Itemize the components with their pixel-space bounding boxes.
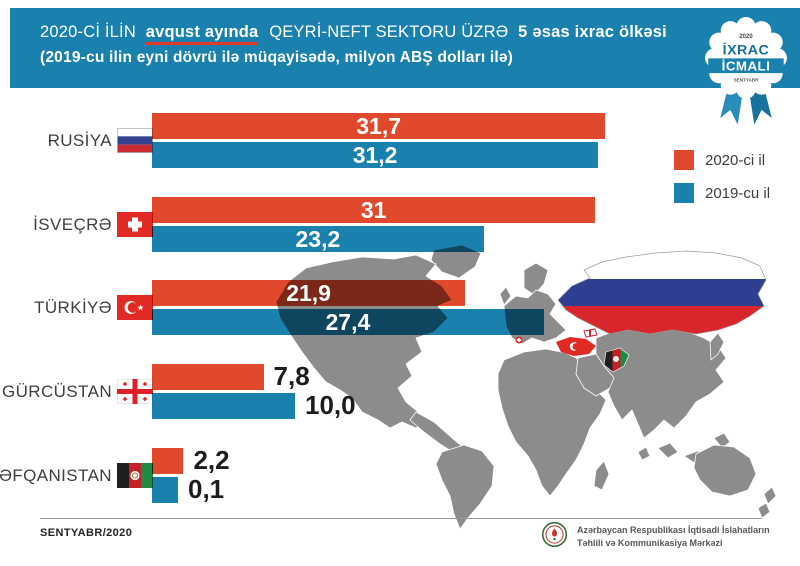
bar-2020-afghanistan: 2,2	[152, 445, 230, 475]
footer-org-line2: Təhlili və Kommunikasiya Mərkəzi	[577, 537, 723, 548]
bar-value: 10,0	[305, 390, 356, 420]
map-switzerland-flag	[515, 336, 523, 344]
country-label: İSVEÇRƏ	[33, 214, 112, 234]
map-uk	[499, 286, 512, 306]
legend-item-2019: 2019-cu il	[674, 183, 770, 203]
bar-2019-switzerland: 23,2	[152, 226, 484, 252]
map-georgia-flag	[583, 328, 598, 338]
badge-title-1: İXRAC	[723, 42, 770, 59]
bar-fill	[152, 364, 264, 390]
azerbaijan-emblem-icon	[541, 521, 568, 548]
map-madagascar	[593, 460, 610, 491]
map-russia-flag	[557, 250, 767, 335]
bar-fill	[152, 197, 596, 223]
country-label: RUSİYA	[47, 130, 112, 150]
map-australia	[693, 444, 757, 497]
badge-month: SENTYABR	[734, 77, 760, 82]
footer-org-line1: Azərbaycan Respublikası İqtisadi İslahat…	[577, 525, 770, 535]
switzerland-flag	[117, 212, 153, 237]
badge-rosette	[705, 16, 787, 99]
legend: 2020-ci il 2019-cu il	[674, 150, 770, 216]
bar-fill	[152, 448, 184, 474]
bar-fill	[152, 477, 178, 503]
bar-fill	[152, 142, 599, 168]
map-turkey-flag	[556, 337, 596, 356]
badge-band	[708, 58, 784, 74]
map-japan	[709, 332, 725, 361]
title-prefix: 2020-Cİ İLİN	[40, 23, 136, 41]
russia-flag-icon	[117, 128, 153, 153]
legend-label-2019: 2019-cu il	[705, 184, 771, 202]
country-row-turkey: TÜRKİYƏ 21,9 27,4	[0, 280, 800, 337]
chart-subtitle: (2019-cu ilin eyni dövrü ilə müqayisədə,…	[40, 49, 514, 66]
bar-fill	[152, 309, 544, 335]
country-label: TÜRKİYƏ	[34, 297, 112, 317]
map-scandinavia	[523, 262, 549, 296]
afghanistan-flag-icon	[117, 463, 153, 488]
turkey-flag-icon	[117, 295, 153, 320]
switzerland-flag-icon	[117, 212, 153, 237]
legend-swatch-2019	[674, 183, 694, 203]
country-row-georgia: GÜRCÜSTAN 7,8 10,0	[0, 361, 800, 421]
georgia-flag	[117, 379, 153, 404]
country-label: ƏFQANISTAN	[0, 465, 112, 485]
header-band: 2020-Cİ İLİN avqust ayında QEYRİ-NEFT SE…	[10, 8, 800, 88]
bar-fill	[152, 226, 484, 252]
bar-fill	[152, 280, 466, 306]
country-row-switzerland: İSVEÇRƏ 31 23,2	[0, 197, 800, 254]
bar-value: 31,2	[352, 142, 398, 168]
chart-title: 2020-Cİ İLİN avqust ayında QEYRİ-NEFT SE…	[40, 23, 800, 45]
bar-value: 31	[360, 197, 387, 223]
afghanistan-flag	[117, 463, 153, 488]
bar-value: 27,4	[325, 309, 371, 335]
legend-label-2020: 2020-ci il	[705, 151, 766, 169]
bar-2020-turkey: 21,9	[152, 280, 466, 306]
bar-2020-georgia: 7,8	[152, 361, 310, 391]
bar-2019-turkey: 27,4	[152, 309, 544, 335]
country-row-afghanistan: ƏFQANISTAN 2,2 0,1	[0, 445, 800, 505]
georgia-flag-icon	[117, 379, 153, 404]
bar-fill	[152, 393, 295, 419]
bar-2019-russia: 31,2	[152, 142, 599, 168]
map-afghanistan-flag	[603, 347, 630, 373]
country-label: GÜRCÜSTAN	[1, 381, 112, 401]
title-bold: 5 əsas ixrac ölkəsi	[518, 23, 667, 41]
footer-organization: Azərbaycan Respublikası İqtisadi İslahat…	[577, 524, 770, 549]
country-row-russia: RUSİYA 31,7 31,2	[0, 113, 800, 170]
footer-divider	[40, 518, 762, 519]
title-highlight: avqust ayında	[145, 23, 259, 45]
turkey-flag	[117, 295, 153, 320]
title-mid: QEYRİ-NEFT SEKTORU ÜZRƏ	[269, 23, 509, 41]
bar-value: 31,7	[356, 113, 402, 139]
bar-value: 21,9	[286, 280, 331, 306]
bar-value: 7,8	[273, 361, 310, 391]
bar-fill	[152, 113, 606, 139]
export-review-badge: 2020 İXRAC İCMALI SENTYABR	[705, 16, 787, 125]
bar-2019-afghanistan: 0,1	[152, 474, 224, 504]
bar-2020-switzerland: 31	[152, 197, 596, 223]
footer-date: SENTYABR/2020	[40, 527, 133, 539]
bar-value: 2,2	[193, 445, 230, 475]
russia-flag	[117, 128, 153, 153]
bar-2020-russia: 31,7	[152, 113, 606, 139]
legend-swatch-2020	[674, 150, 694, 170]
badge-year: 2020	[739, 34, 753, 40]
bar-2019-georgia: 10,0	[152, 390, 356, 420]
bar-value: 0,1	[188, 474, 225, 504]
badge-title-2: İCMALI	[722, 58, 771, 73]
bar-value: 23,2	[295, 226, 341, 252]
legend-item-2020: 2020-ci il	[674, 150, 770, 170]
